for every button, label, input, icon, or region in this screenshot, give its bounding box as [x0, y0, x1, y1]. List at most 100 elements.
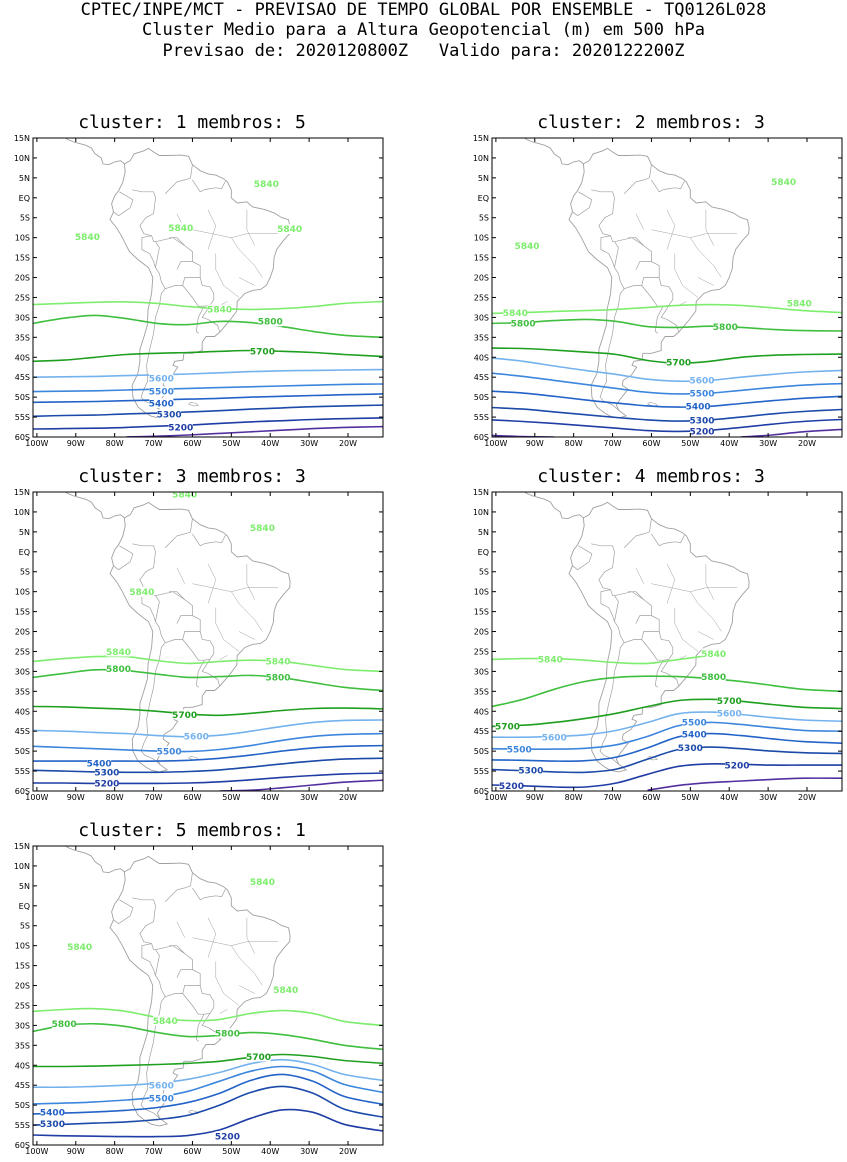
country-border	[164, 518, 193, 549]
country-border	[623, 164, 652, 195]
contour-label-5840: 5840	[265, 658, 290, 668]
country-border	[599, 642, 625, 765]
members-count: 5	[294, 112, 306, 133]
contour-label-bg	[250, 346, 275, 357]
contour-label-5300: 5300	[40, 1120, 65, 1130]
contour-label-5600: 5600	[717, 710, 742, 720]
contour-5700	[492, 347, 842, 365]
lat-label: 15N	[14, 134, 30, 143]
lat-label: 15N	[473, 134, 489, 143]
country-border	[628, 591, 644, 600]
contour-label-bg	[701, 671, 726, 682]
state-border	[238, 277, 255, 286]
state-border	[219, 655, 228, 660]
country-border	[599, 288, 625, 411]
lon-label: 70W	[145, 1147, 163, 1156]
contour-5500	[492, 721, 842, 751]
lon-label: 80W	[565, 439, 583, 448]
contour-label-bg	[149, 398, 174, 409]
lat-label: 5N	[478, 174, 489, 183]
lat-label: 5S	[20, 922, 30, 931]
contour-label-bg	[701, 648, 726, 659]
contour-label-5500: 5500	[507, 745, 532, 755]
contour-5600	[33, 368, 383, 378]
contour-label-5840: 5840	[153, 1017, 178, 1027]
country-border	[195, 306, 205, 334]
contour-label-5200: 5200	[724, 761, 749, 771]
contour-label-bg	[40, 1107, 65, 1118]
lon-label: 80W	[106, 1147, 124, 1156]
cluster-label: cluster:	[537, 112, 624, 133]
lon-label: 60W	[642, 793, 660, 802]
country-border	[155, 945, 201, 998]
lon-label: 50W	[222, 1147, 240, 1156]
contour-5800	[33, 314, 383, 339]
contour-label-5200: 5200	[689, 427, 714, 437]
members-label: membros:	[656, 112, 744, 133]
contour-label-bg	[67, 941, 92, 952]
lon-label: 50W	[222, 439, 240, 448]
country-border	[635, 615, 652, 624]
contour-5300	[492, 746, 842, 774]
contour-label-5840: 5840	[503, 309, 528, 319]
lat-label: 30S	[15, 1021, 30, 1030]
cluster-number: 3	[175, 466, 187, 487]
lon-label: 40W	[261, 1147, 279, 1156]
lat-label: 15S	[474, 254, 489, 263]
contour-label-5840: 5840	[129, 588, 154, 598]
cluster-label: cluster:	[78, 466, 165, 487]
lon-label: 100W	[25, 439, 48, 448]
state-border	[238, 631, 255, 640]
lon-label: 60W	[183, 793, 201, 802]
country-border	[169, 945, 185, 954]
lat-label: 10N	[14, 508, 30, 517]
contour-label-5700: 5700	[717, 697, 742, 707]
state-border	[690, 591, 722, 632]
contour-label-bg	[129, 586, 154, 597]
lon-label: 80W	[106, 439, 124, 448]
contour-label-5700: 5700	[495, 723, 520, 733]
central-america-coastline	[523, 138, 584, 166]
country-border	[176, 969, 193, 978]
lat-label: 50S	[474, 393, 489, 402]
lat-label: 45S	[474, 373, 489, 382]
contour-label-bg	[771, 176, 796, 187]
contour-label-bg	[266, 672, 290, 683]
contour-label-bg	[678, 742, 703, 753]
state-border	[176, 567, 185, 584]
contour-label-bg	[266, 656, 290, 667]
contour-label-5800: 5800	[713, 323, 738, 333]
lat-label: 10S	[15, 942, 30, 951]
lat-label: 20S	[15, 628, 30, 637]
central-america-coastline	[523, 492, 584, 520]
contour-label-bg	[690, 426, 714, 437]
members-label: membros:	[656, 466, 744, 487]
lat-label: 55S	[15, 767, 30, 776]
contour-label-bg	[168, 222, 193, 233]
state-border	[231, 945, 263, 986]
lon-label: 20W	[339, 1147, 357, 1156]
lat-label: 10N	[473, 154, 489, 163]
lon-label: 90W	[67, 793, 85, 802]
contour-label-bg	[207, 304, 232, 315]
lon-label: 20W	[339, 793, 357, 802]
contour-label-5200: 5200	[499, 782, 524, 792]
lat-label: 10N	[473, 508, 489, 517]
contour-5200	[492, 418, 842, 433]
lon-label: 20W	[798, 439, 816, 448]
contour-5700	[33, 1053, 383, 1068]
contour-label-bg	[149, 1093, 174, 1104]
country-border	[132, 543, 160, 622]
lat-label: 5S	[479, 214, 489, 223]
contour-label-bg	[511, 318, 536, 329]
lat-label: 40S	[15, 707, 30, 716]
contour-5500	[492, 372, 842, 395]
lon-label: 90W	[67, 439, 85, 448]
lat-label: 40S	[15, 353, 30, 362]
lat-label: 40S	[474, 707, 489, 716]
cluster-panel-4: cluster: 4 membros: 3 5840 5840 5800 5700 57…	[459, 466, 843, 806]
contour-label-bg	[106, 663, 131, 674]
contour-label-5840: 5840	[67, 943, 92, 953]
